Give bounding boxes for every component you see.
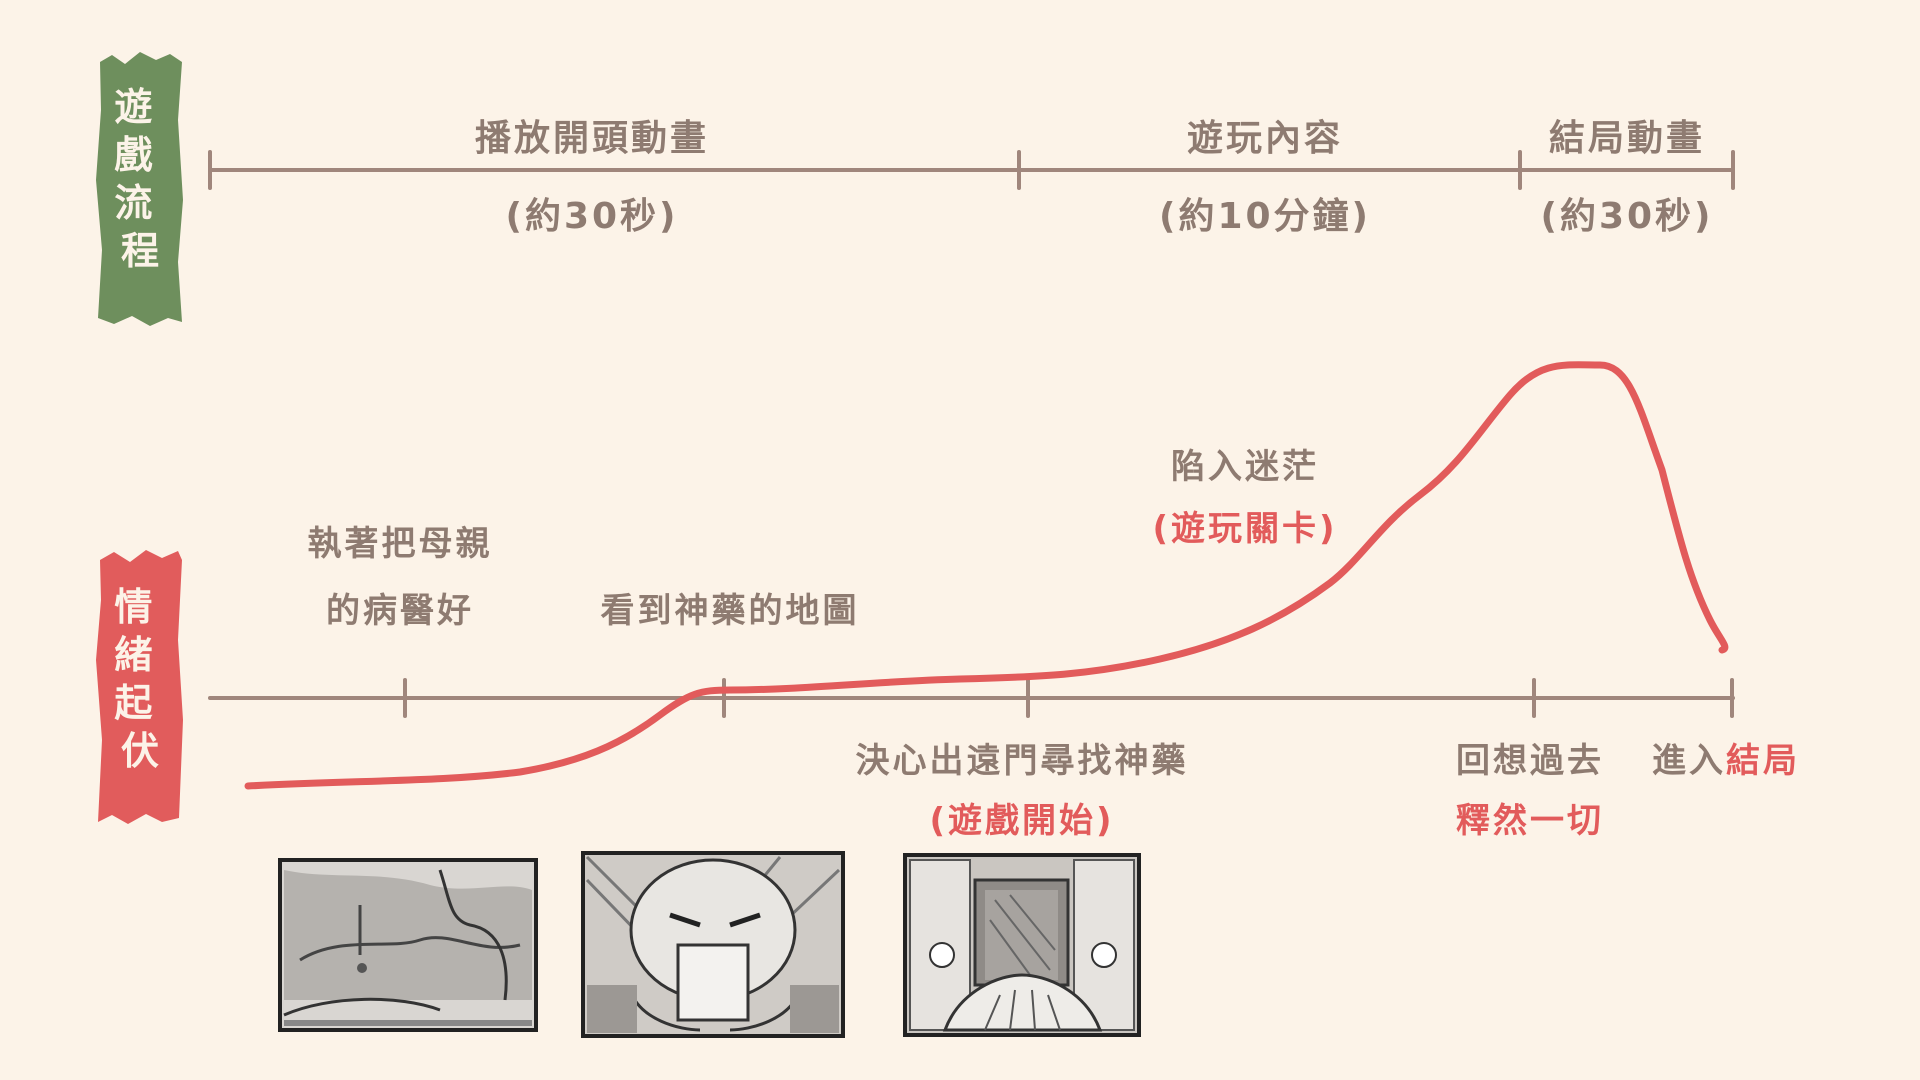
- flow-phase-duration: (約10分鐘): [1159, 195, 1371, 237]
- flow-phase-title: 播放開頭動畫: [475, 118, 709, 159]
- emotion-label-lost: 陷入迷茫: [1171, 447, 1319, 487]
- emotion-axis: [208, 678, 1735, 718]
- flow-banner-char-2: 戲: [114, 133, 152, 177]
- emotion-banner-label: 情 緒 起 伏: [114, 585, 165, 773]
- flow-banner-char-3: 流: [114, 181, 152, 225]
- emotion-curve: [244, 361, 1729, 790]
- emotion-label-ending-word: 結局: [1726, 741, 1800, 781]
- flow-banner-char-1: 遊: [114, 85, 152, 129]
- flow-phase-duration: (約30秒): [1540, 196, 1713, 237]
- emotion-label-obsession-2: 的病醫好: [326, 591, 474, 631]
- flow-banner: 遊 戲 流 程: [96, 52, 183, 326]
- emotion-label-game-start: (遊戲開始): [929, 801, 1114, 841]
- flow-banner-char-4: 程: [121, 229, 159, 273]
- emotion-banner-char-1: 情: [114, 585, 152, 629]
- emotion-label-departure: 決心出遠門尋找神藥: [856, 741, 1189, 781]
- emotion-label-levels: (遊玩關卡): [1152, 509, 1337, 549]
- storyboard-panel-1: [278, 858, 538, 1032]
- emotion-label-ending: 進入結局: [1652, 741, 1800, 781]
- emotion-banner: 情 緒 起 伏: [96, 550, 183, 824]
- flow-labels: 播放開頭動畫 (約30秒) 遊玩內容 (約10分鐘) 結局動畫 (約30秒): [475, 118, 1713, 237]
- emotion-label-ending-prefix: 進入: [1652, 741, 1726, 781]
- emotion-label-letting-go: 釋然一切: [1456, 801, 1604, 841]
- storyboard-panel-2: [581, 851, 845, 1038]
- emotion-label-recall: 回想過去: [1456, 741, 1604, 781]
- emotion-labels: 執著把母親 的病醫好 看到神藥的地圖 決心出遠門尋找神藥 (遊戲開始) 陷入迷茫…: [308, 447, 1800, 841]
- flow-phase-title: 遊玩內容: [1187, 118, 1343, 159]
- flow-banner-label: 遊 戲 流 程: [114, 85, 165, 273]
- emotion-banner-char-4: 伏: [121, 729, 159, 773]
- emotion-banner-char-2: 緒: [114, 633, 152, 677]
- flow-phase-title: 結局動畫: [1549, 118, 1705, 159]
- storyboard-panel-3: [903, 853, 1141, 1037]
- flow-phase-duration: (約30秒): [505, 196, 678, 237]
- emotion-banner-char-3: 起: [114, 681, 153, 725]
- flow-timeline: [208, 150, 1735, 190]
- emotion-label-map: 看到神藥的地圖: [601, 591, 860, 631]
- emotion-label-obsession-1: 執著把母親: [308, 524, 493, 564]
